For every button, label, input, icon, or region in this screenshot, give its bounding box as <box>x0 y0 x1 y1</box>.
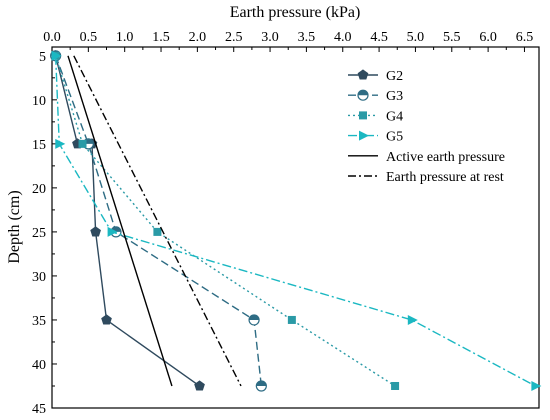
legend-swatch-marker <box>357 89 369 101</box>
x-axis-title: Earth pressure (kPa) <box>230 4 361 21</box>
data-point <box>51 50 62 61</box>
data-point <box>90 226 101 237</box>
y-tick-label: 20 <box>32 182 46 197</box>
data-point <box>55 138 66 149</box>
legend-item: G5 <box>348 130 403 145</box>
x-tick-label: 3.5 <box>298 30 316 45</box>
data-point <box>531 380 542 391</box>
legend-item: G3 <box>348 89 403 104</box>
data-point <box>287 315 296 324</box>
legend-label: G3 <box>386 89 403 104</box>
x-tick-label: 1.0 <box>116 30 134 45</box>
series-line <box>54 55 200 387</box>
data-point <box>391 381 400 390</box>
legend-item: G4 <box>348 109 403 124</box>
y-tick-label: 5 <box>39 50 46 65</box>
x-tick-label: 3.0 <box>261 30 279 45</box>
series-line <box>67 55 173 387</box>
series-layer <box>50 50 542 392</box>
x-tick-label: 1.5 <box>152 30 170 45</box>
legend-item: G2 <box>348 69 403 84</box>
series-g4 <box>51 51 400 390</box>
x-tick-label: 5.5 <box>443 30 461 45</box>
marker-fill <box>249 314 260 320</box>
series-g2 <box>50 50 205 391</box>
legend-label: G2 <box>386 69 403 84</box>
legend-item: Earth pressure at rest <box>348 170 504 185</box>
x-tick-label: 6.5 <box>516 30 534 45</box>
plot-frame <box>51 46 540 409</box>
data-point <box>255 380 267 392</box>
data-point <box>78 139 87 148</box>
series-line <box>73 55 242 387</box>
legend-label: G5 <box>386 130 403 145</box>
legend-label: Active earth pressure <box>386 150 505 165</box>
y-axis-title: Depth (cm) <box>6 190 23 263</box>
x-tick-label: 2.5 <box>225 30 243 45</box>
x-tick-label: 0.0 <box>43 30 61 45</box>
x-tick-label: 4.5 <box>370 30 388 45</box>
series-g5 <box>51 50 542 391</box>
ticks-layer: 0.0 0.5 1.0 1.5 2.0 2.5 3.0 3.5 4.0 4.5 5.0 5.5 6.0 6… <box>32 30 533 417</box>
series-line <box>54 55 396 387</box>
x-tick-label: 0.5 <box>80 30 98 45</box>
legend-label: Earth pressure at rest <box>386 170 504 185</box>
data-point <box>194 380 205 391</box>
legend: G2 G3 G4 G5 Active earth pressure Earth press… <box>348 69 505 185</box>
data-point <box>248 314 260 326</box>
y-tick-label: 15 <box>32 138 46 153</box>
series-active-earth-pressure <box>67 55 173 387</box>
series-earth-pressure-at-rest <box>73 55 242 387</box>
x-tick-label: 4.0 <box>334 30 352 45</box>
marker-fill <box>256 380 267 386</box>
legend-swatch-marker <box>359 111 367 120</box>
series-line <box>54 55 536 387</box>
data-point <box>101 314 112 325</box>
x-tick-label: 5.0 <box>407 30 425 45</box>
y-tick-label: 10 <box>32 94 46 109</box>
y-tick-label: 30 <box>32 270 46 285</box>
legend-item: Active earth pressure <box>348 150 505 165</box>
series-line <box>54 55 263 387</box>
y-tick-label: 35 <box>32 314 46 329</box>
data-point <box>153 227 162 236</box>
x-tick-label: 6.0 <box>479 30 497 45</box>
data-point <box>407 314 418 325</box>
data-point <box>107 226 118 237</box>
x-tick-label: 2.0 <box>189 30 207 45</box>
y-tick-label: 40 <box>32 358 46 373</box>
y-tick-label: 45 <box>32 402 46 417</box>
marker-fill <box>358 90 368 96</box>
legend-label: G4 <box>386 109 403 124</box>
y-tick-label: 25 <box>32 226 46 241</box>
legend-swatch-marker <box>357 69 369 80</box>
legend-swatch-marker <box>359 130 369 141</box>
